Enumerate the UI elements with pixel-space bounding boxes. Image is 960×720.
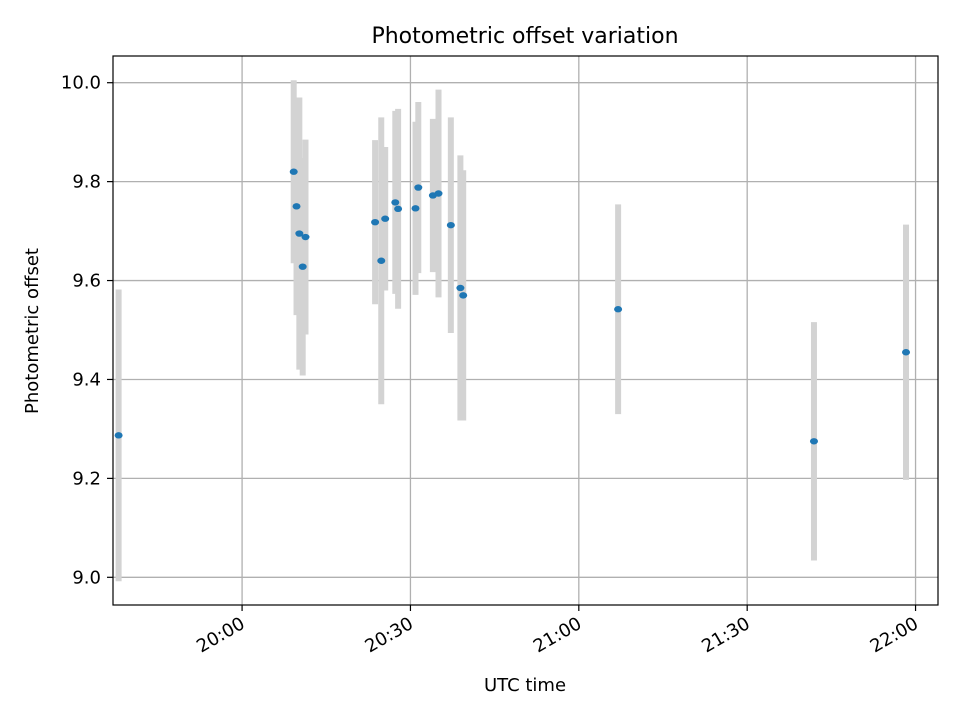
data-point — [295, 230, 304, 237]
y-tick-label: 9.0 — [72, 567, 101, 588]
x-axis-title: UTC time — [484, 675, 566, 696]
data-point — [456, 284, 465, 292]
data-point — [414, 184, 423, 191]
data-point — [394, 205, 403, 213]
data-point — [301, 233, 310, 241]
data-point — [809, 438, 818, 445]
y-tick-label: 9.8 — [72, 172, 101, 193]
y-tick-label: 10.0 — [61, 73, 101, 94]
y-axis-ticks: 9.0 9.2 9.4 9.6 9.8 10.0 — [61, 73, 113, 588]
data-points — [114, 168, 911, 445]
data-point — [434, 190, 443, 197]
data-point — [292, 203, 301, 210]
data-point — [391, 199, 400, 206]
data-point — [381, 215, 390, 222]
y-tick-label: 9.4 — [72, 369, 101, 390]
chart-title: Photometric offset variation — [371, 24, 678, 49]
data-point — [371, 218, 380, 226]
plot-frame — [112, 55, 939, 606]
data-point — [411, 205, 420, 212]
data-point — [289, 168, 298, 175]
data-point — [114, 432, 123, 439]
data-point — [377, 257, 386, 264]
data-point — [459, 292, 468, 299]
y-axis-title: Photometric offset — [22, 248, 43, 414]
data-point — [298, 263, 307, 270]
data-point — [614, 306, 623, 313]
y-tick-label: 9.6 — [72, 271, 101, 292]
data-point — [902, 349, 911, 356]
grid — [113, 56, 938, 605]
data-point — [446, 221, 455, 229]
y-tick-label: 9.2 — [72, 468, 101, 489]
